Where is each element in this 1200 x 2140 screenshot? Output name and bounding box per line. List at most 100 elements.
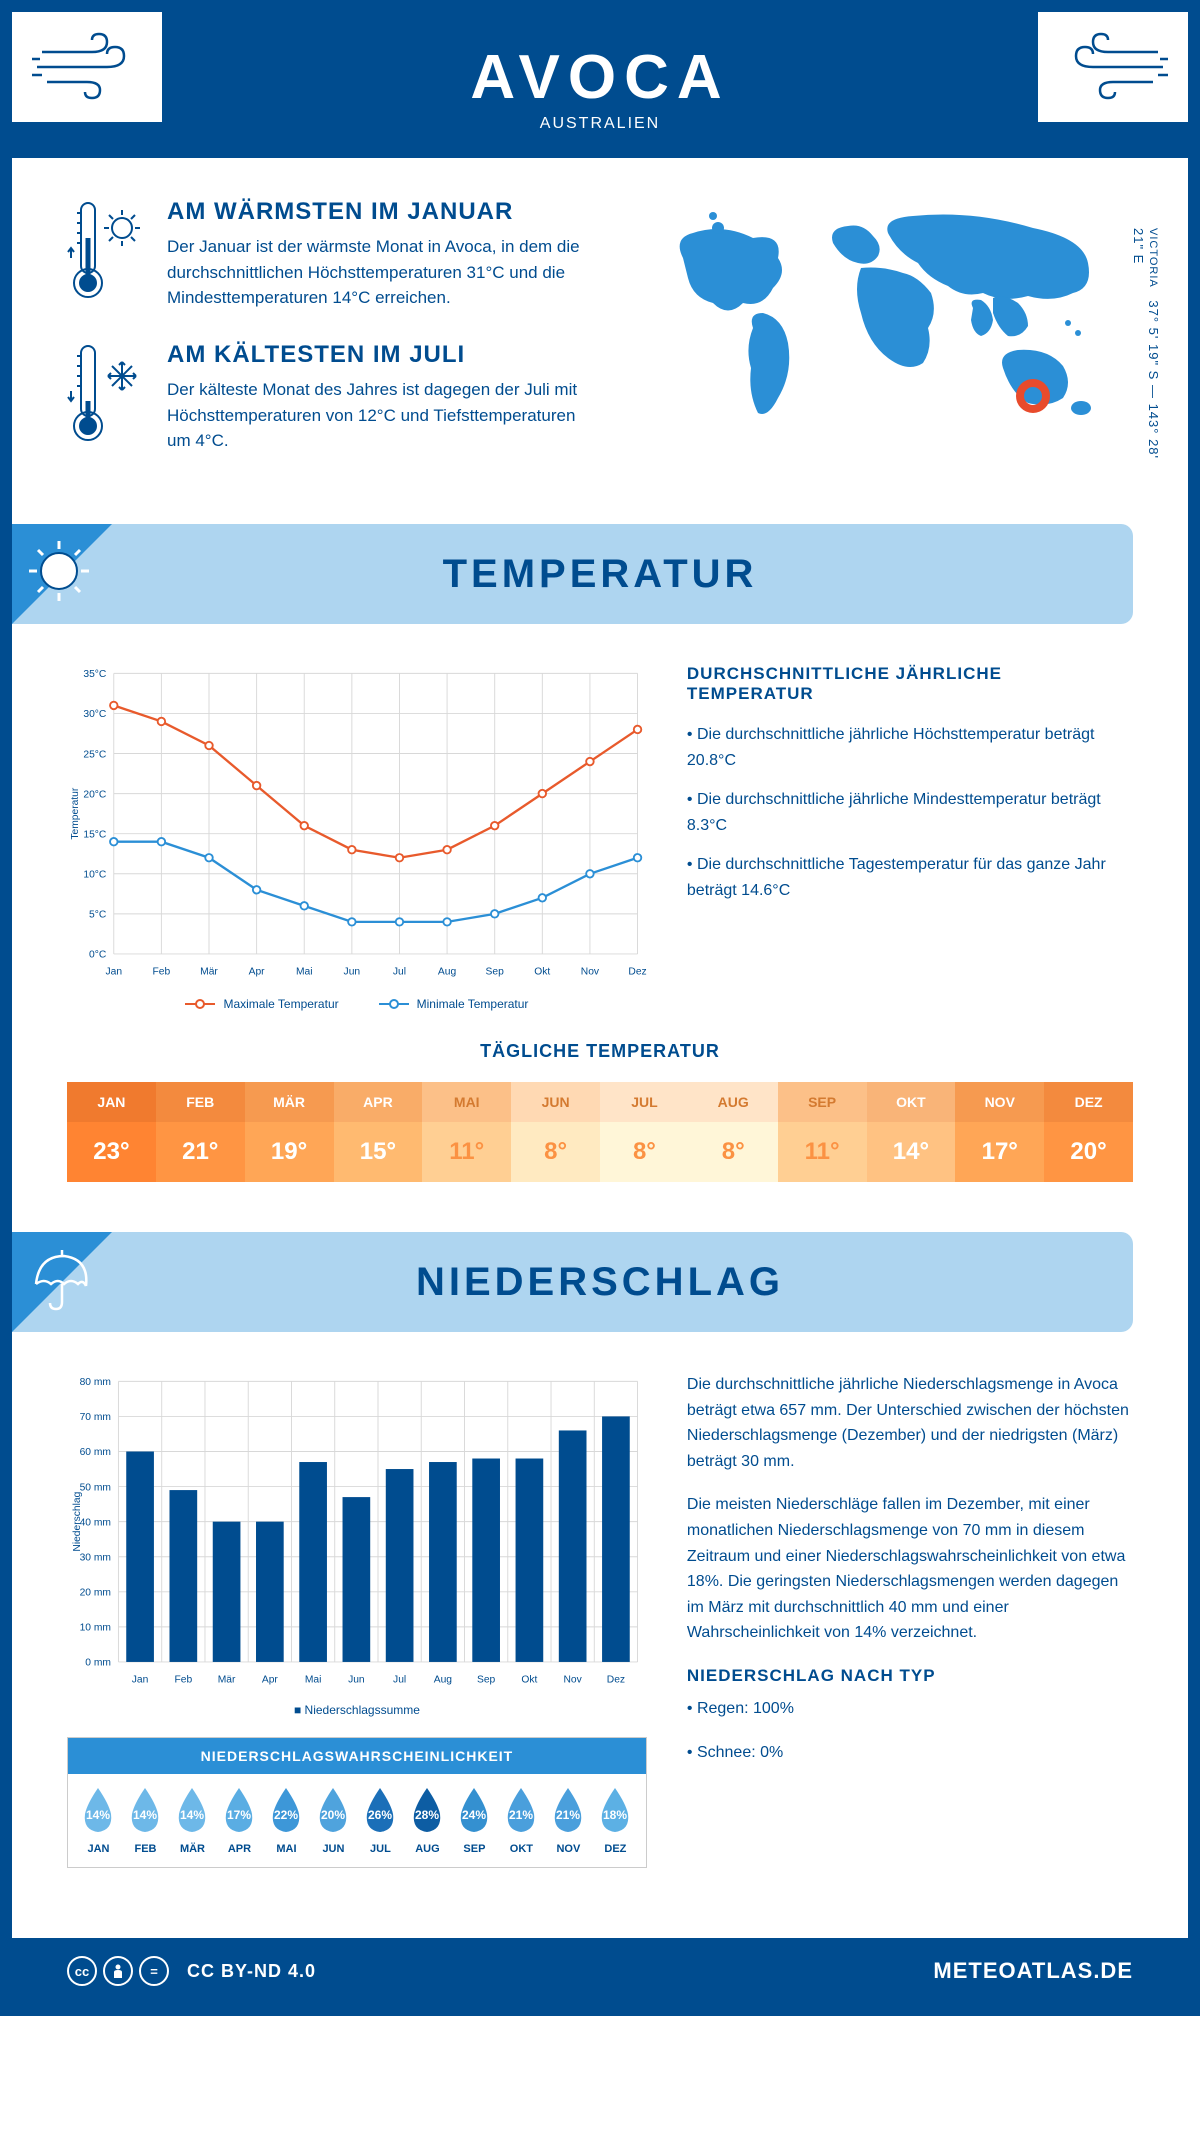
- temperature-banner: TEMPERATUR: [12, 524, 1133, 624]
- svg-text:Jun: Jun: [344, 967, 361, 978]
- svg-text:10°C: 10°C: [83, 870, 107, 881]
- precipitation-title: NIEDERSCHLAG: [416, 1260, 784, 1305]
- probability-drop: 20%JUN: [311, 1786, 356, 1855]
- temperature-info: DURCHSCHNITTLICHE JÄHRLICHE TEMPERATUR •…: [687, 664, 1133, 1011]
- probability-drop: 21%OKT: [499, 1786, 544, 1855]
- temperature-title: TEMPERATUR: [443, 552, 758, 597]
- warmest-title: AM WÄRMSTEN IM JANUAR: [167, 198, 603, 226]
- svg-text:25°C: 25°C: [83, 749, 107, 760]
- svg-text:Apr: Apr: [262, 1675, 279, 1686]
- warmest-fact: AM WÄRMSTEN IM JANUAR Der Januar ist der…: [67, 198, 603, 313]
- temp-cell: OKT14°: [867, 1082, 956, 1182]
- svg-text:21%: 21%: [509, 1808, 533, 1822]
- temp-cell: SEP11°: [778, 1082, 867, 1182]
- probability-drop: 28%AUG: [405, 1786, 450, 1855]
- svg-text:Sep: Sep: [477, 1675, 496, 1686]
- precipitation-banner: NIEDERSCHLAG: [12, 1232, 1133, 1332]
- thermometer-snow-icon: [67, 341, 147, 456]
- svg-text:14%: 14%: [86, 1808, 110, 1822]
- temp-cell: JUN8°: [511, 1082, 600, 1182]
- svg-text:30 mm: 30 mm: [80, 1552, 111, 1563]
- svg-text:22%: 22%: [274, 1808, 298, 1822]
- svg-text:26%: 26%: [368, 1808, 392, 1822]
- svg-text:21%: 21%: [556, 1808, 580, 1822]
- probability-drop: 14%JAN: [76, 1786, 121, 1855]
- site-name: METEOATLAS.DE: [933, 1958, 1133, 1984]
- header: AVOCA AUSTRALIEN: [12, 12, 1188, 158]
- svg-text:Okt: Okt: [521, 1675, 537, 1686]
- sun-icon: [24, 536, 94, 611]
- by-icon: [103, 1956, 133, 1986]
- svg-text:Sep: Sep: [486, 967, 505, 978]
- probability-drop: 14%MÄR: [170, 1786, 215, 1855]
- svg-text:17%: 17%: [227, 1808, 251, 1822]
- svg-text:Nov: Nov: [581, 967, 600, 978]
- wind-icon-left: [12, 12, 162, 122]
- svg-text:35°C: 35°C: [83, 669, 107, 680]
- svg-text:Niederschlag: Niederschlag: [72, 1491, 83, 1551]
- svg-text:Jul: Jul: [393, 1675, 406, 1686]
- svg-text:Temperatur: Temperatur: [70, 787, 81, 839]
- svg-text:50 mm: 50 mm: [80, 1482, 111, 1493]
- svg-text:14%: 14%: [133, 1808, 157, 1822]
- svg-text:70 mm: 70 mm: [80, 1412, 111, 1423]
- svg-text:Okt: Okt: [534, 967, 550, 978]
- temp-cell: APR15°: [334, 1082, 423, 1182]
- svg-text:5°C: 5°C: [89, 910, 107, 921]
- svg-text:20°C: 20°C: [83, 789, 107, 800]
- svg-text:Mär: Mär: [218, 1675, 236, 1686]
- temp-bullet: • Die durchschnittliche jährliche Mindes…: [687, 787, 1133, 838]
- svg-text:0°C: 0°C: [89, 950, 107, 961]
- precip-type-bullet: • Schnee: 0%: [687, 1740, 1133, 1766]
- world-map: VICTORIA 37° 5' 19" S — 143° 28' 21" E: [633, 198, 1133, 484]
- svg-text:24%: 24%: [462, 1808, 486, 1822]
- probability-drop: 21%NOV: [546, 1786, 591, 1855]
- temperature-line-chart: 0°C 5°C 10°C 15°C 20°C 25°C 30°C 35°C Jan Feb Mär A…: [67, 664, 647, 1011]
- svg-text:Jan: Jan: [105, 967, 122, 978]
- svg-text:Mai: Mai: [305, 1675, 322, 1686]
- temp-bullet: • Die durchschnittliche Tagestemperatur …: [687, 852, 1133, 903]
- city-title: AVOCA: [32, 42, 1168, 113]
- bar-legend: Niederschlagssumme: [67, 1703, 647, 1717]
- svg-text:Feb: Feb: [174, 1675, 192, 1686]
- footer: cc = CC BY-ND 4.0 METEOATLAS.DE: [12, 1938, 1188, 2004]
- probability-drop: 26%JUL: [358, 1786, 403, 1855]
- svg-text:10 mm: 10 mm: [80, 1623, 111, 1634]
- svg-text:Apr: Apr: [249, 967, 266, 978]
- svg-text:15°C: 15°C: [83, 829, 107, 840]
- temp-cell: DEZ20°: [1044, 1082, 1133, 1182]
- svg-text:Mär: Mär: [200, 967, 218, 978]
- svg-text:Feb: Feb: [153, 967, 171, 978]
- svg-text:Nov: Nov: [564, 1675, 583, 1686]
- legend-max: Maximale Temperatur: [185, 997, 338, 1011]
- svg-text:18%: 18%: [603, 1808, 627, 1822]
- warmest-text: Der Januar ist der wärmste Monat in Avoc…: [167, 234, 603, 311]
- probability-drop: 18%DEZ: [593, 1786, 638, 1855]
- coldest-text: Der kälteste Monat des Jahres ist dagege…: [167, 377, 603, 454]
- legend-min: Minimale Temperatur: [379, 997, 529, 1011]
- svg-text:Jul: Jul: [393, 967, 406, 978]
- license-text: CC BY-ND 4.0: [187, 1961, 316, 1982]
- svg-text:20 mm: 20 mm: [80, 1588, 111, 1599]
- probability-drop: 17%APR: [217, 1786, 262, 1855]
- svg-text:20%: 20%: [321, 1808, 345, 1822]
- svg-text:40 mm: 40 mm: [80, 1517, 111, 1528]
- svg-text:14%: 14%: [180, 1808, 204, 1822]
- coldest-fact: AM KÄLTESTEN IM JULI Der kälteste Monat …: [67, 341, 603, 456]
- daily-temperature: TÄGLICHE TEMPERATUR JAN23°FEB21°MÄR19°AP…: [67, 1041, 1133, 1182]
- precip-type-bullet: • Regen: 100%: [687, 1696, 1133, 1722]
- thermometer-sun-icon: [67, 198, 147, 313]
- temp-cell: AUG8°: [689, 1082, 778, 1182]
- country-subtitle: AUSTRALIEN: [32, 115, 1168, 133]
- svg-text:Aug: Aug: [434, 1675, 453, 1686]
- wind-icon-right: [1038, 12, 1188, 122]
- svg-text:Jun: Jun: [348, 1675, 365, 1686]
- temp-cell: NOV17°: [955, 1082, 1044, 1182]
- svg-text:60 mm: 60 mm: [80, 1447, 111, 1458]
- temp-cell: FEB21°: [156, 1082, 245, 1182]
- svg-text:30°C: 30°C: [83, 709, 107, 720]
- probability-box: NIEDERSCHLAGSWAHRSCHEINLICHKEIT 14%JAN14…: [67, 1737, 647, 1868]
- infographic-frame: AVOCA AUSTRALIEN: [0, 0, 1200, 2016]
- svg-text:Mai: Mai: [296, 967, 313, 978]
- temp-bullet: • Die durchschnittliche jährliche Höchst…: [687, 722, 1133, 773]
